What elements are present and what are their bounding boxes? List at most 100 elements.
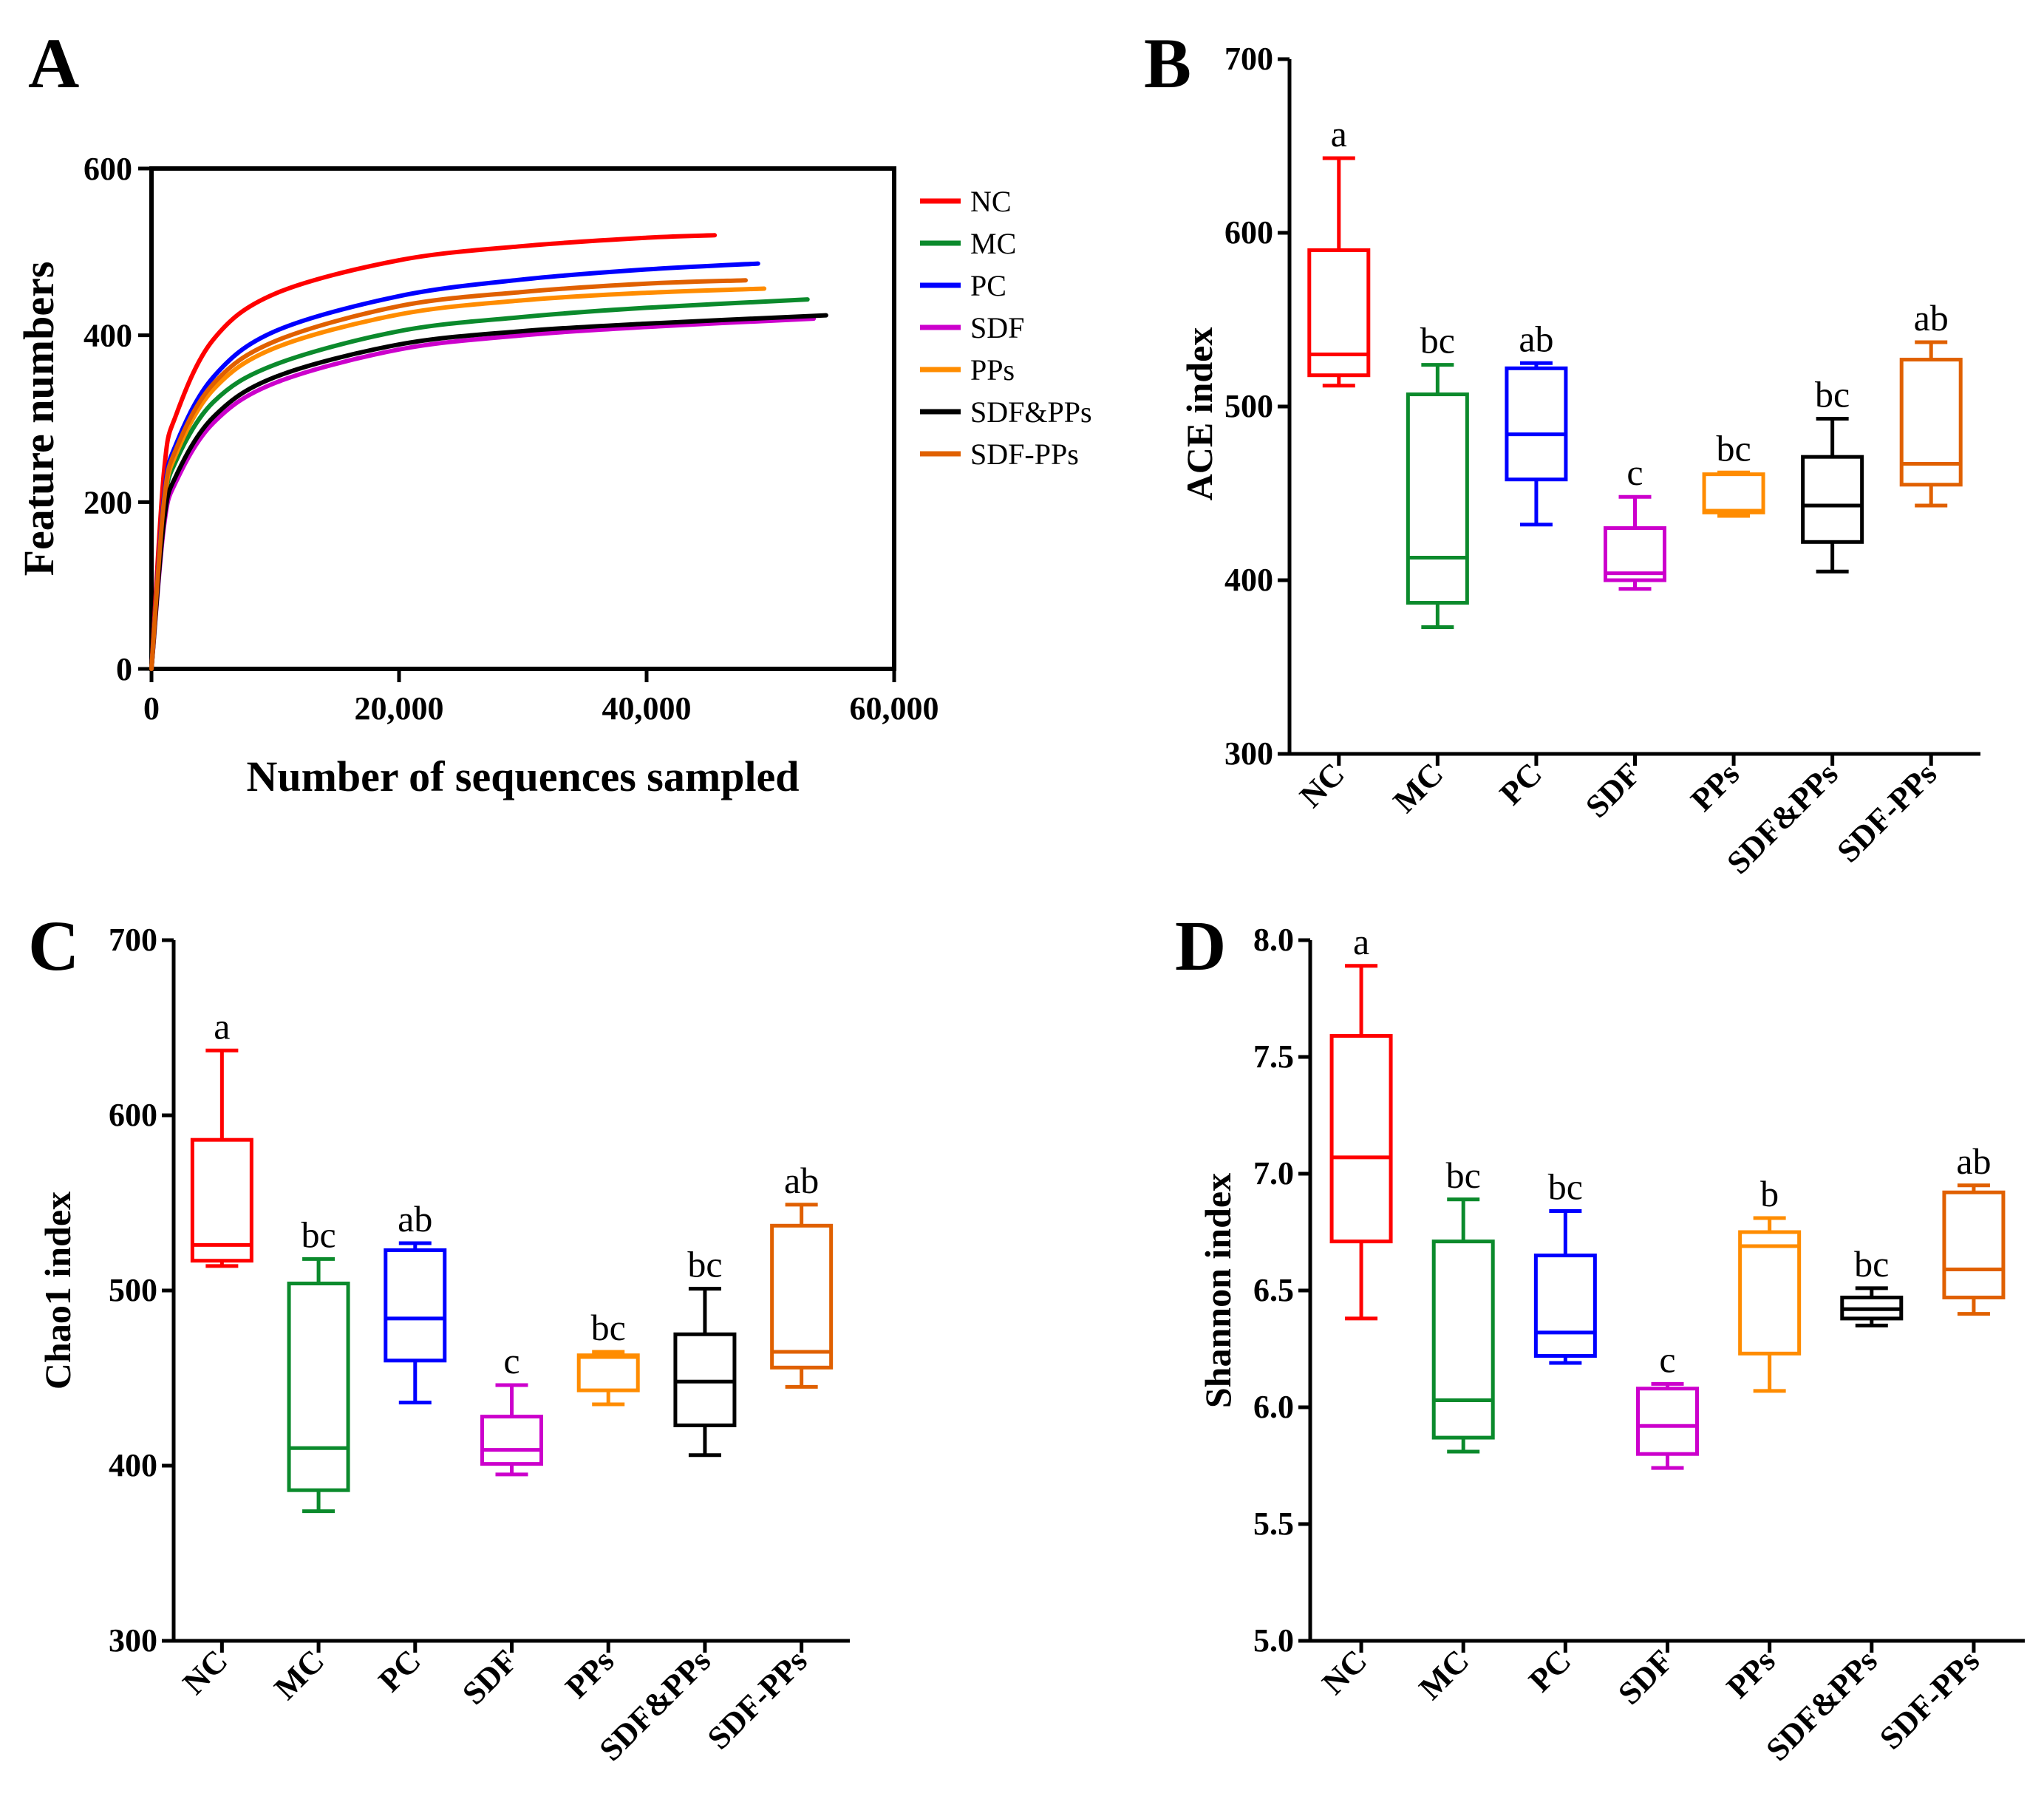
x-tick-label-d: SDF&PPs (1759, 1642, 1884, 1767)
box-nc (1329, 1034, 1393, 1244)
panel-b-ace-boxplot: B 300 400 500 600 700 ACE index NC a MC bc PC ab SDF c… (1144, 24, 1980, 881)
y-tick-label-c: 600 (109, 1097, 157, 1133)
significance-label-nc: a (1331, 113, 1347, 154)
y-tick-label-d: 8.0 (1253, 922, 1294, 958)
x-tick-label-d: MC (1412, 1642, 1476, 1706)
significance-label-sdf: c (503, 1340, 519, 1381)
box-sdf-pps (1801, 455, 1864, 544)
x-tick-label-b: SDF (1578, 755, 1647, 824)
x-tick-label-a: 60,000 (850, 690, 939, 727)
significance-label-sdf-pps: bc (687, 1244, 722, 1285)
box-sdf (480, 1415, 543, 1466)
y-tick-label-b: 500 (1224, 388, 1273, 424)
x-tick-label-a: 0 (143, 690, 160, 727)
y-tick-label-b: 700 (1224, 41, 1273, 77)
legend-label: SDF (970, 311, 1024, 344)
y-tick-label-d: 7.5 (1253, 1038, 1294, 1075)
panel-label-b: B (1144, 24, 1191, 103)
significance-label-nc: a (214, 1005, 230, 1047)
box-nc (1307, 248, 1371, 378)
legend-label: NC (970, 185, 1012, 218)
x-tick-label-d: NC (1315, 1642, 1374, 1701)
panel-label-a: A (28, 24, 79, 103)
significance-label-nc: a (1353, 921, 1369, 962)
significance-label-sdf: c (1659, 1339, 1675, 1380)
significance-label-mc: bc (1420, 320, 1455, 361)
legend-label: SDF-PPs (970, 438, 1079, 471)
y-axis-title-b: ACE index (1179, 327, 1220, 501)
significance-label-mc: bc (301, 1214, 335, 1255)
panel-label-d: D (1175, 906, 1226, 985)
series-line-nc (149, 233, 718, 671)
plot-frame-a (149, 166, 896, 671)
x-tick-label-c: SDF (455, 1642, 524, 1711)
box-pc (1505, 366, 1568, 482)
panel-d-shannon-boxplot: D 5.0 5.5 6.0 6.5 7.0 7.5 8.0 Shannon index NC a MC… (1175, 906, 2025, 1768)
significance-label-pps: b (1760, 1173, 1779, 1214)
box-sdf-pps (1899, 358, 1963, 487)
x-tick-label-b: PC (1493, 755, 1549, 812)
y-tick-label-c: 400 (109, 1447, 157, 1483)
y-tick-label-d: 6.5 (1253, 1272, 1294, 1308)
box-sdf (1636, 1387, 1699, 1456)
y-tick-label-b: 300 (1224, 735, 1273, 772)
x-tick-label-c: PC (372, 1642, 428, 1698)
x-tick-label-a: 20,000 (355, 690, 444, 727)
series-line-pps (149, 286, 767, 671)
y-tick-label-b: 400 (1224, 562, 1273, 598)
significance-label-mc: bc (1446, 1154, 1481, 1196)
x-tick-label-d: PC (1522, 1642, 1578, 1698)
y-tick-label-d: 5.0 (1253, 1622, 1294, 1659)
box-sdf-pps (770, 1223, 834, 1370)
legend-label: SDF&PPs (970, 395, 1092, 429)
x-axis-title-a: Number of sequences sampled (246, 752, 799, 800)
legend-label: PPs (970, 353, 1015, 387)
legend-label: PC (970, 269, 1006, 302)
y-axis-title-d: Shannon index (1197, 1173, 1239, 1408)
x-tick-label-c: NC (176, 1642, 235, 1701)
x-tick-label-b: SDF-PPs (1830, 755, 1943, 869)
y-axis-title-a: Feature numbers (15, 262, 63, 577)
box-mc (1431, 1239, 1495, 1440)
y-tick-label-c: 500 (109, 1272, 157, 1308)
box-sdf-pps (1942, 1190, 2006, 1299)
x-tick-label-b: NC (1292, 755, 1352, 815)
x-tick-label-a: 40,000 (602, 690, 692, 727)
box-pc (384, 1248, 447, 1363)
panel-c-chao1-boxplot: C 300 400 500 600 700 Chao1 index NC a MC bc PC ab SD… (28, 906, 850, 1768)
significance-label-pc: ab (1519, 318, 1553, 359)
panel-label-c: C (28, 906, 79, 985)
y-tick-label-a: 200 (84, 484, 132, 520)
significance-label-sdf-pps: ab (1914, 297, 1949, 339)
box-pc (1533, 1254, 1597, 1358)
y-tick-label-c: 700 (109, 922, 157, 958)
legend-label: MC (970, 227, 1016, 260)
x-tick-label-d: SDF-PPs (1873, 1642, 1986, 1756)
x-tick-label-d: PPs (1720, 1642, 1782, 1705)
box-pps (576, 1353, 640, 1392)
significance-label-sdf-pps: bc (1854, 1243, 1889, 1285)
box-pps (1702, 472, 1765, 514)
significance-label-sdf-pps: bc (1815, 373, 1850, 415)
significance-label-pps: bc (1716, 427, 1751, 469)
significance-label-pc: bc (1548, 1166, 1583, 1208)
y-tick-label-a: 400 (84, 318, 132, 354)
y-tick-label-c: 300 (109, 1622, 157, 1659)
box-mc (1406, 392, 1469, 605)
x-tick-label-b: MC (1386, 755, 1450, 819)
significance-label-sdf-pps: ab (1956, 1140, 1991, 1182)
x-tick-label-c: SDF-PPs (701, 1642, 814, 1756)
significance-label-pps: bc (591, 1307, 626, 1348)
x-tick-label-c: MC (268, 1642, 331, 1706)
y-tick-label-d: 5.5 (1253, 1506, 1294, 1542)
significance-label-pc: ab (398, 1198, 432, 1239)
x-tick-label-b: PPs (1683, 755, 1746, 818)
box-mc (287, 1282, 350, 1492)
significance-label-sdf-pps: ab (784, 1160, 819, 1201)
y-tick-label-d: 7.0 (1253, 1155, 1294, 1191)
box-nc (190, 1137, 253, 1263)
y-tick-label-d: 6.0 (1253, 1389, 1294, 1425)
y-tick-label-a: 0 (116, 651, 132, 687)
series-line-sdf (149, 316, 817, 671)
